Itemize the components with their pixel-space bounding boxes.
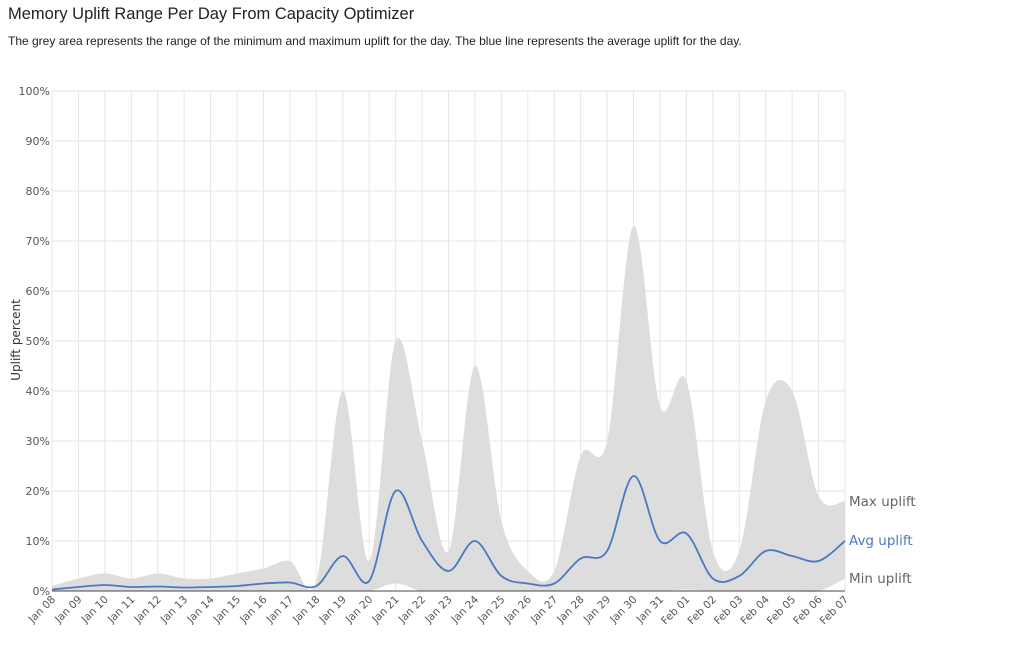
- x-tick-label: Jan 20: [343, 594, 375, 626]
- y-tick-label: 100%: [19, 85, 50, 98]
- x-tick-label: Jan 12: [131, 594, 163, 626]
- x-tick-label: Jan 10: [79, 594, 111, 626]
- x-tick-label: Jan 09: [52, 594, 84, 626]
- x-tick-label: Jan 30: [607, 594, 639, 626]
- y-tick-label: 0%: [33, 585, 50, 598]
- y-tick-label: 50%: [26, 335, 50, 348]
- chart-subtitle: The grey area represents the range of th…: [8, 34, 742, 48]
- x-tick-label: Jan 26: [501, 593, 534, 626]
- x-tick-label: Jan 08: [26, 594, 58, 626]
- x-tick-label: Jan 17: [264, 594, 296, 626]
- x-tick-label: Jan 28: [554, 594, 586, 626]
- y-axis-label: Uplift percent: [9, 299, 23, 381]
- y-tick-label: 80%: [26, 185, 50, 198]
- y-tick-label: 90%: [26, 135, 50, 148]
- x-tick-label: Jan 11: [105, 594, 137, 626]
- range-area: [52, 225, 845, 592]
- y-tick-label: 10%: [26, 535, 50, 548]
- x-tick-label: Jan 29: [581, 594, 613, 626]
- x-tick-label: Jan 16: [237, 593, 270, 626]
- x-tick-label: Jan 15: [211, 594, 243, 626]
- x-tick-label: Jan 27: [528, 594, 560, 626]
- x-tick-label: Jan 18: [290, 594, 322, 626]
- min-uplift-label: Min uplift: [849, 571, 912, 587]
- x-tick-label: Feb 01: [659, 594, 692, 627]
- x-tick-label: Feb 05: [765, 594, 798, 627]
- range-area-layer: [52, 225, 845, 592]
- y-tick-label: 20%: [26, 485, 50, 498]
- x-tick-label: Jan 24: [449, 593, 482, 626]
- x-tick-label: Feb 03: [712, 594, 745, 627]
- x-tick-label: Feb 07: [818, 594, 851, 627]
- x-tick-label: Feb 02: [686, 594, 719, 627]
- x-tick-label: Jan 19: [316, 594, 348, 626]
- avg-line-layer: [51, 475, 846, 591]
- avg-uplift-label: Avg uplift: [849, 533, 913, 549]
- y-tick-label: 70%: [26, 235, 50, 248]
- x-tick-label: Jan 22: [396, 594, 428, 626]
- x-tick-label: Jan 23: [422, 594, 454, 626]
- avg-uplift-line: [51, 475, 846, 591]
- x-tick-label: Jan 21: [369, 594, 401, 626]
- grid-layer: [51, 90, 846, 592]
- x-tick-label: Jan 25: [475, 594, 507, 626]
- x-tick-label: Jan 14: [184, 593, 217, 626]
- chart-title: Memory Uplift Range Per Day From Capacit…: [8, 5, 415, 23]
- y-tick-label: 30%: [26, 435, 50, 448]
- max-uplift-label: Max uplift: [849, 494, 916, 510]
- y-tick-label: 40%: [26, 385, 50, 398]
- x-tick-label: Jan 13: [158, 594, 190, 626]
- y-tick-label: 60%: [26, 285, 50, 298]
